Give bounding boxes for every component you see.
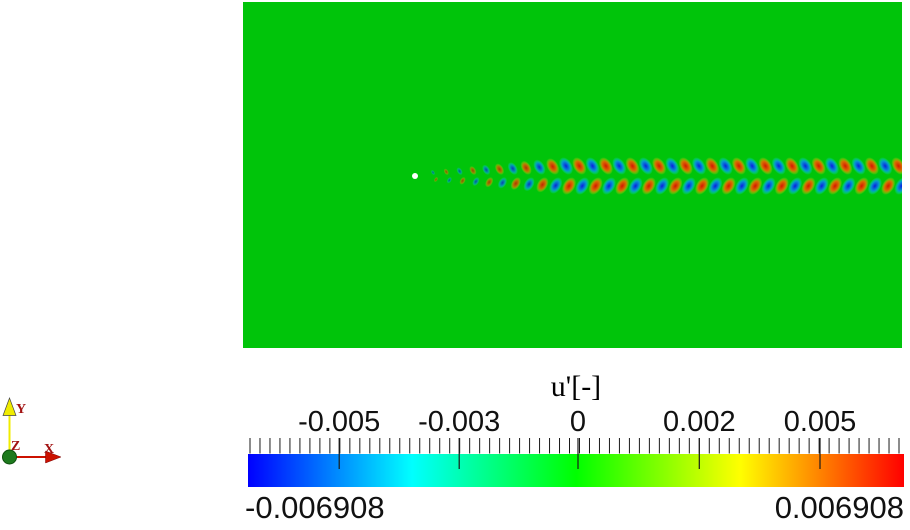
colorbar: u'[-] -0.005 -0.003 0 0.002 0.005 -0.006… <box>245 370 904 530</box>
colorbar-gradient-bar <box>248 454 904 487</box>
flow-field-render-view[interactable] <box>0 0 910 356</box>
colorbar-range-labels: -0.006908 0.006908 <box>245 492 904 523</box>
colorbar-tick-marks <box>249 438 900 469</box>
z-axis-origin-sphere <box>2 449 17 465</box>
y-axis-arrow <box>2 396 17 416</box>
colorbar-tick-label: -0.005 <box>298 406 381 438</box>
x-axis-arrow <box>45 450 62 464</box>
x-axis-label: X <box>44 442 54 457</box>
vortex-street-wake <box>430 157 902 195</box>
colorbar-tick-labels: -0.005 -0.003 0 0.002 0.005 <box>248 408 904 438</box>
colorbar-tick-label: 0 <box>569 406 587 438</box>
colorbar-max-value: 0.006908 <box>774 490 904 525</box>
orientation-axes-widget: Y Z X <box>2 396 62 465</box>
y-axis-label: Y <box>16 402 26 417</box>
colorbar-min-value: -0.006908 <box>245 490 385 525</box>
colorbar-title: u'[-] <box>550 370 602 403</box>
z-axis-label: Z <box>11 439 20 454</box>
colorbar-tick-label: -0.003 <box>418 406 501 438</box>
colorbar-tick-label: 0.005 <box>783 406 857 438</box>
colorbar-tick-label: 0.002 <box>663 406 736 438</box>
cylinder-marker <box>412 173 418 179</box>
simulation-domain <box>243 2 902 348</box>
